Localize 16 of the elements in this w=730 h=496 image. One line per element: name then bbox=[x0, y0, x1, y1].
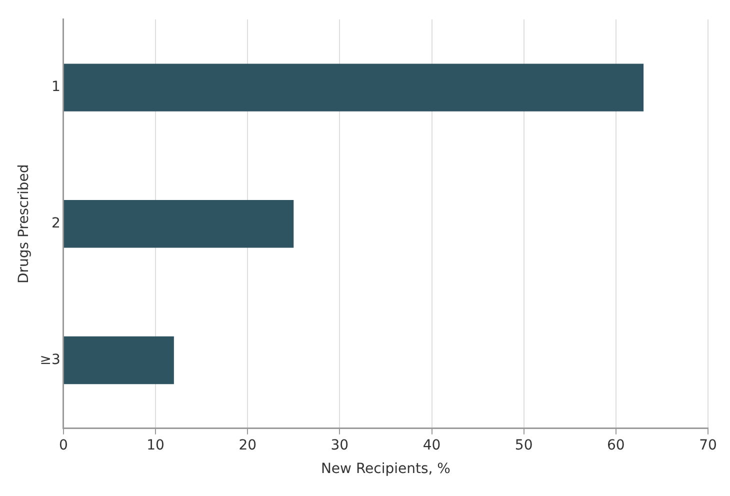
bar bbox=[64, 336, 174, 384]
x-tick-label: 20 bbox=[238, 437, 257, 454]
x-tick-label: 50 bbox=[514, 437, 533, 454]
x-tick-label: 60 bbox=[607, 437, 625, 454]
x-tick-label: 70 bbox=[699, 437, 717, 454]
bar bbox=[64, 64, 644, 112]
x-tick-label: 40 bbox=[422, 437, 441, 454]
x-tick-label: 0 bbox=[58, 437, 68, 454]
x-axis-title: New Recipients, % bbox=[320, 461, 450, 478]
x-tick-label: 30 bbox=[330, 437, 349, 454]
y-tick-label: 1 bbox=[52, 79, 60, 96]
y-axis-title: Drugs Prescribed bbox=[16, 164, 32, 284]
bar bbox=[64, 200, 294, 248]
y-tick-label: 2 bbox=[52, 216, 60, 232]
x-tick-label: 10 bbox=[146, 437, 164, 454]
y-tick-label: ≥3 bbox=[40, 352, 60, 368]
